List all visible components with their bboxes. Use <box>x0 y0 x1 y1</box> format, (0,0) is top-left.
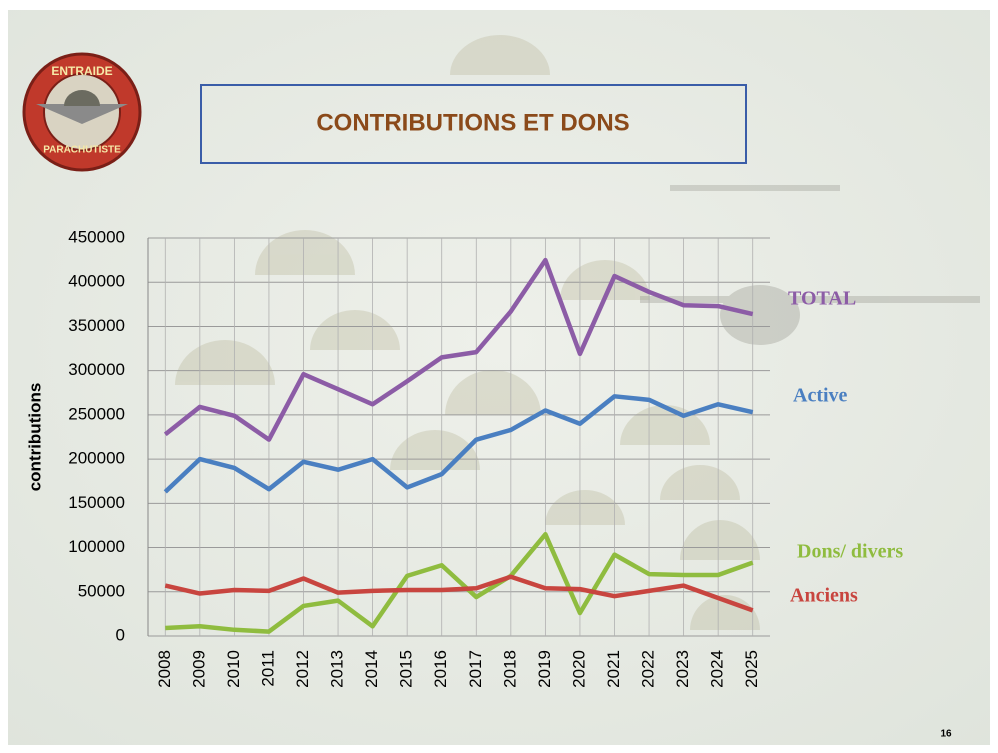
y-tick-label: 50000 <box>78 581 125 600</box>
page: ENTRAIDE PARACHUTISTE CONTRIBUTIONS ET D… <box>0 0 998 753</box>
y-tick-label: 350000 <box>68 316 125 335</box>
page-number: 16 <box>940 729 952 740</box>
y-tick-label: 200000 <box>68 449 125 468</box>
x-tick-label: 2023 <box>673 650 692 688</box>
series-label: TOTAL <box>788 288 856 310</box>
y-tick-label: 100000 <box>68 537 125 556</box>
y-tick-label: 400000 <box>68 272 125 291</box>
x-tick-label: 2015 <box>397 650 416 688</box>
y-tick-label: 300000 <box>68 360 125 379</box>
x-tick-label: 2019 <box>535 650 554 688</box>
x-tick-label: 2016 <box>431 650 450 688</box>
logo-top-text: ENTRAIDE <box>51 64 112 78</box>
y-axis-title: contributions <box>25 383 44 492</box>
logo: ENTRAIDE PARACHUTISTE <box>24 54 140 170</box>
x-tick-label: 2010 <box>224 650 243 688</box>
y-tick-label: 250000 <box>68 404 125 423</box>
x-tick-label: 2013 <box>328 650 347 688</box>
y-tick-label: 0 <box>116 625 125 644</box>
x-tick-label: 2008 <box>155 650 174 688</box>
chart-title: CONTRIBUTIONS ET DONS <box>316 109 629 136</box>
x-tick-label: 2025 <box>742 650 761 688</box>
x-tick-label: 2009 <box>189 650 208 688</box>
x-tick-label: 2014 <box>362 650 381 688</box>
series-label: Dons/ divers <box>797 541 903 563</box>
x-tick-label: 2022 <box>639 650 658 688</box>
x-tick-label: 2012 <box>293 650 312 688</box>
x-tick-label: 2024 <box>708 650 727 688</box>
x-tick-label: 2011 <box>258 650 277 687</box>
y-tick-label: 450000 <box>68 227 125 246</box>
series-label: Active <box>793 385 848 407</box>
x-tick-label: 2020 <box>569 650 588 688</box>
y-tick-label: 150000 <box>68 493 125 512</box>
logo-bottom-text: PARACHUTISTE <box>43 145 121 156</box>
x-tick-label: 2018 <box>500 650 519 688</box>
x-tick-label: 2021 <box>604 650 623 688</box>
series-label: Anciens <box>790 585 858 607</box>
slide: ENTRAIDE PARACHUTISTE CONTRIBUTIONS ET D… <box>0 0 998 753</box>
x-tick-label: 2017 <box>466 650 485 688</box>
